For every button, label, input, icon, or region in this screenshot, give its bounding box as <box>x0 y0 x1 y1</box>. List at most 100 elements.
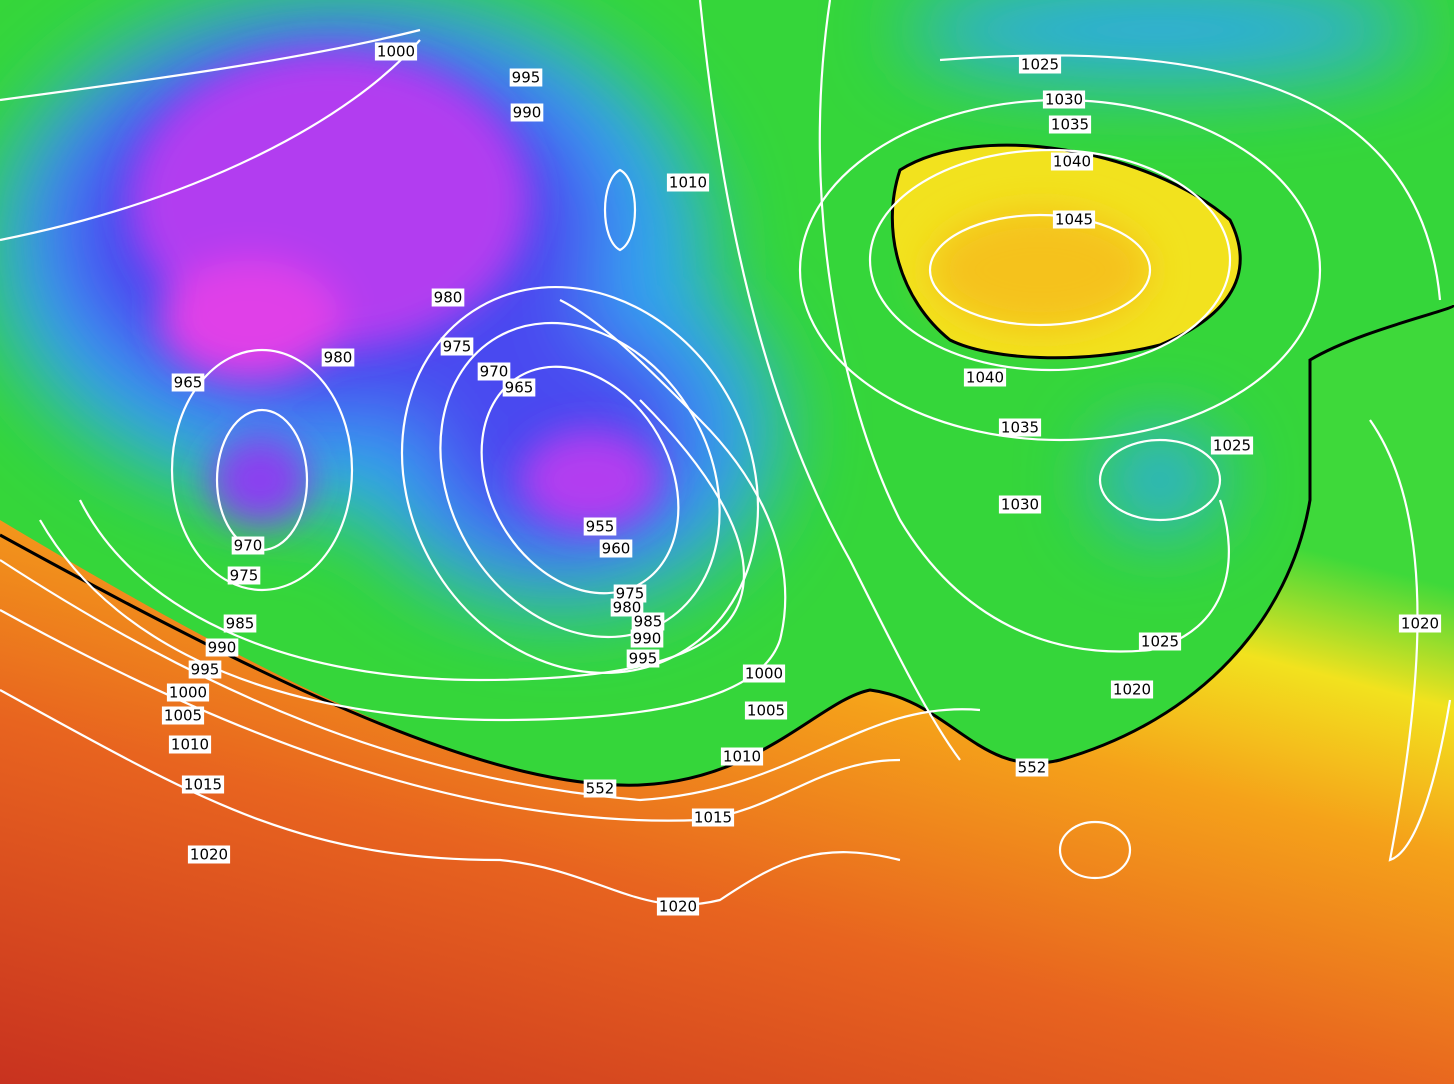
isobar <box>928 213 1152 327</box>
contour-label-background <box>1052 210 1096 229</box>
contour-label: 980 <box>613 599 642 617</box>
contour-label: 1010 <box>669 174 707 192</box>
contour-label-background <box>188 660 222 679</box>
isobar <box>0 28 421 102</box>
contour-label-background <box>613 584 647 603</box>
contour-label: 985 <box>226 615 255 633</box>
contour-label: 970 <box>234 537 263 555</box>
contour-label: 995 <box>629 650 658 668</box>
contour-label: 1045 <box>1055 211 1093 229</box>
contour-label-background <box>1138 632 1182 651</box>
contour-label: 975 <box>230 567 259 585</box>
contour-label-background <box>630 629 664 648</box>
contour-label-background <box>583 779 617 798</box>
contour-label: 970 <box>480 363 509 381</box>
contour-label-background <box>205 638 239 657</box>
contour-label-background <box>431 288 465 307</box>
contour-label-background <box>720 747 764 766</box>
isobar <box>480 365 680 595</box>
deep-low-fill <box>130 50 660 530</box>
contour-label: 1035 <box>1001 419 1039 437</box>
isobar <box>818 0 1230 653</box>
contour-label-background <box>1015 758 1049 777</box>
contour-label: 1020 <box>1401 615 1439 633</box>
contour-label: 1030 <box>1045 91 1083 109</box>
isobar <box>939 54 1442 301</box>
contour-label: 1015 <box>694 809 732 827</box>
isobar <box>1098 438 1222 522</box>
contour-label: 1005 <box>747 702 785 720</box>
contour-label-background <box>1018 55 1062 74</box>
contour-label-background <box>1042 90 1086 109</box>
contour-label-background <box>374 42 418 61</box>
contour-label-background <box>1210 436 1254 455</box>
contour-label: 552 <box>1018 759 1047 777</box>
contour-label-background <box>631 612 665 631</box>
contour-label-background <box>223 614 257 633</box>
isobar <box>604 168 636 252</box>
isobar <box>0 609 901 822</box>
high-core-fill <box>930 210 1150 330</box>
contour-label-background <box>656 897 700 916</box>
isobars <box>0 0 1452 906</box>
contour-label: 1025 <box>1021 56 1059 74</box>
contour-label: 985 <box>634 613 663 631</box>
contour-label-background <box>166 683 210 702</box>
contour-label: 1025 <box>1141 633 1179 651</box>
contour-label: 1000 <box>169 684 207 702</box>
contour-label-background <box>168 735 212 754</box>
contour-label-background <box>998 495 1042 514</box>
isobar <box>400 285 760 675</box>
contour-label: 965 <box>505 379 534 397</box>
contour-label: 990 <box>208 639 237 657</box>
contour-label: 1015 <box>184 776 222 794</box>
contour-label-background <box>509 68 543 87</box>
contour-label: 1040 <box>1053 153 1091 171</box>
contour-label: 1030 <box>1001 496 1039 514</box>
contour-label-background <box>1048 115 1092 134</box>
contour-label: 965 <box>174 374 203 392</box>
contour-label-background <box>477 362 511 381</box>
contour-label: 1025 <box>1213 437 1251 455</box>
contour-label: 1010 <box>171 736 209 754</box>
contour-label-background <box>998 418 1042 437</box>
contour-label-background <box>666 173 710 192</box>
contour-label: 960 <box>602 540 631 558</box>
contour-label-background <box>502 378 536 397</box>
thickness-552-line <box>0 303 1454 787</box>
contour-label-background <box>171 373 205 392</box>
contour-label: 1000 <box>377 43 415 61</box>
contour-labels: 1000995990101098097597096598096595596097… <box>161 42 1442 916</box>
contour-label: 1010 <box>723 748 761 766</box>
contour-label: 975 <box>443 338 472 356</box>
contour-label: 552 <box>586 780 615 798</box>
contour-label-background <box>181 775 225 794</box>
isobar <box>1058 820 1132 880</box>
contour-label-background <box>963 368 1007 387</box>
contour-label: 1000 <box>745 665 783 683</box>
contour-label: 995 <box>512 69 541 87</box>
contour-label-background <box>610 598 644 617</box>
isobar <box>868 148 1232 372</box>
contour-label-background <box>1398 614 1442 633</box>
contour-label-background <box>187 845 231 864</box>
contour-label: 1005 <box>164 707 202 725</box>
contour-label-background <box>227 566 261 585</box>
contour-label: 990 <box>513 104 542 122</box>
contour-label-background <box>626 649 660 668</box>
contour-label: 980 <box>434 289 463 307</box>
contour-label: 1020 <box>659 898 697 916</box>
contour-label-background <box>691 808 735 827</box>
isobar <box>0 39 421 242</box>
contour-label-background <box>583 517 617 536</box>
contour-label: 990 <box>633 630 662 648</box>
contour-label-background <box>510 103 544 122</box>
contour-label-background <box>231 536 265 555</box>
contour-label: 975 <box>616 585 645 603</box>
contour-label-background <box>440 337 474 356</box>
contour-label: 1020 <box>1113 681 1151 699</box>
contour-label-background <box>321 348 355 367</box>
isobar <box>170 348 354 592</box>
